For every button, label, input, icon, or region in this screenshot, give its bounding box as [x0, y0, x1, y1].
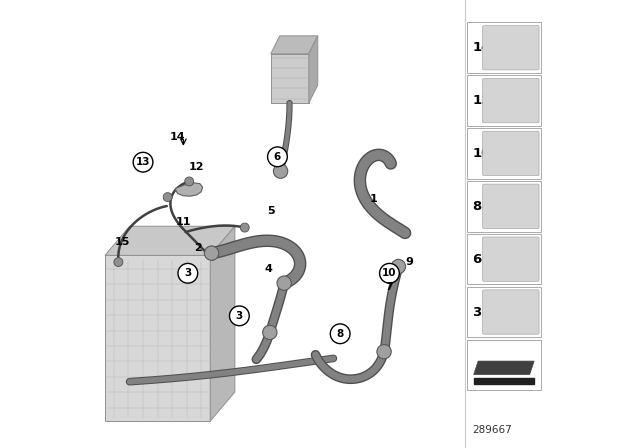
Text: 10: 10 [382, 268, 397, 278]
Text: 13: 13 [472, 94, 491, 107]
Text: 2: 2 [195, 243, 202, 253]
Circle shape [391, 259, 406, 274]
Text: 5: 5 [267, 206, 275, 215]
Polygon shape [105, 226, 235, 255]
Circle shape [268, 147, 287, 167]
FancyBboxPatch shape [467, 234, 541, 284]
Polygon shape [474, 361, 534, 375]
FancyBboxPatch shape [483, 290, 539, 334]
Circle shape [163, 193, 172, 202]
Text: 13: 13 [136, 157, 150, 167]
Text: 10: 10 [472, 147, 491, 160]
Polygon shape [308, 36, 317, 103]
FancyBboxPatch shape [467, 75, 541, 126]
Circle shape [273, 164, 288, 178]
Text: 8: 8 [337, 329, 344, 339]
FancyBboxPatch shape [467, 128, 541, 179]
Text: 15: 15 [115, 237, 130, 247]
FancyBboxPatch shape [483, 26, 539, 70]
Text: 3: 3 [236, 311, 243, 321]
Circle shape [330, 324, 350, 344]
Circle shape [277, 276, 291, 290]
FancyBboxPatch shape [467, 181, 541, 232]
Polygon shape [271, 36, 317, 54]
FancyBboxPatch shape [483, 237, 539, 281]
Circle shape [377, 345, 391, 359]
Text: 11: 11 [175, 217, 191, 227]
Text: 6: 6 [274, 152, 281, 162]
Circle shape [185, 177, 194, 186]
Circle shape [262, 325, 277, 340]
Polygon shape [105, 255, 210, 421]
Text: 6: 6 [472, 253, 481, 266]
Circle shape [178, 263, 198, 283]
Polygon shape [210, 226, 235, 421]
Text: 8: 8 [472, 200, 481, 213]
FancyBboxPatch shape [483, 131, 539, 176]
Text: 289667: 289667 [472, 426, 513, 435]
Text: 9: 9 [406, 257, 413, 267]
FancyBboxPatch shape [467, 287, 541, 337]
Circle shape [204, 246, 219, 260]
Circle shape [133, 152, 153, 172]
Text: 4: 4 [264, 264, 273, 274]
FancyBboxPatch shape [483, 184, 539, 228]
Text: 12: 12 [189, 162, 205, 172]
Polygon shape [176, 183, 203, 196]
Polygon shape [271, 54, 308, 103]
Text: 1: 1 [370, 194, 378, 204]
Text: 14: 14 [170, 132, 186, 142]
FancyBboxPatch shape [467, 22, 541, 73]
Circle shape [380, 263, 399, 283]
Text: 7: 7 [385, 282, 394, 292]
FancyBboxPatch shape [483, 78, 539, 123]
Polygon shape [474, 378, 534, 384]
Text: 3: 3 [184, 268, 191, 278]
Circle shape [230, 306, 249, 326]
Text: 14: 14 [472, 41, 491, 54]
Circle shape [114, 258, 123, 267]
Circle shape [240, 223, 249, 232]
Text: 3: 3 [472, 306, 481, 319]
FancyBboxPatch shape [467, 340, 541, 390]
